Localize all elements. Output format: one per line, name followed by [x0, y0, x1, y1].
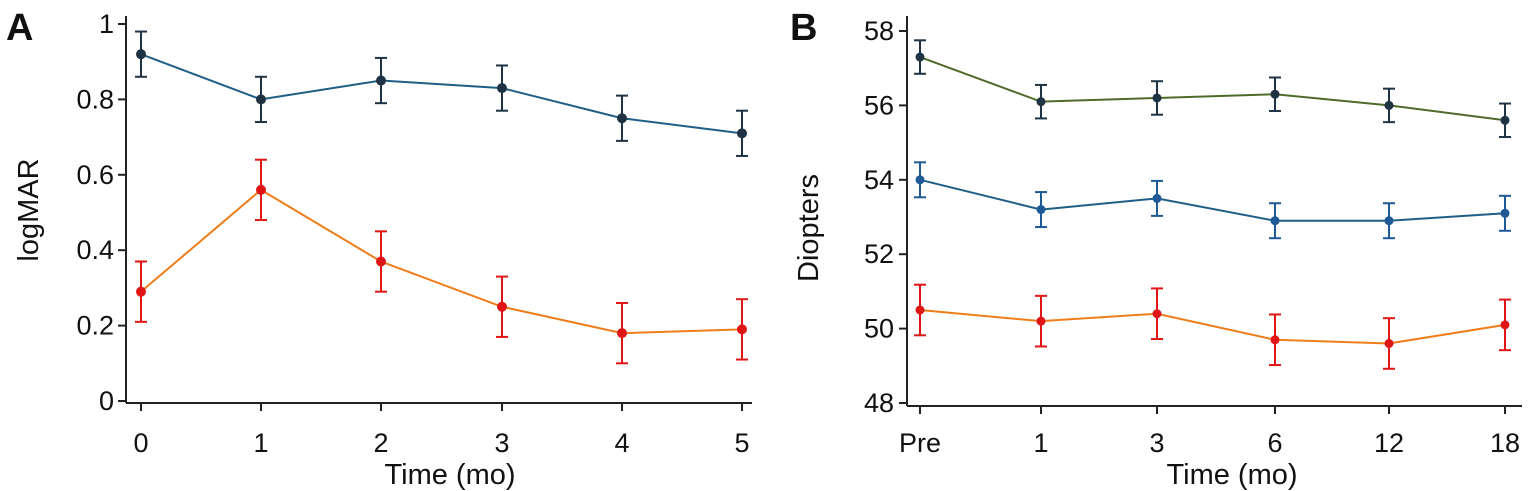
data-point: [1500, 208, 1510, 218]
y-tick-label: 48: [864, 388, 894, 418]
data-point: [915, 305, 925, 315]
data-point: [1152, 93, 1162, 103]
y-tick-label: 0.4: [76, 235, 114, 265]
data-point: [1152, 193, 1162, 203]
x-tick-label: 1: [253, 428, 268, 458]
x-tick-label: 3: [1149, 428, 1164, 458]
series-line: [140, 188, 743, 335]
data-point: [1384, 100, 1394, 110]
data-point: [1384, 216, 1394, 226]
y-tick-label: 0: [99, 386, 114, 416]
data-point: [617, 113, 627, 124]
series-line: [919, 56, 1506, 122]
panel-a-letter: A: [6, 7, 33, 49]
panel-b: B 48 50 52 54 56 58 Pre 1 3 6 12 18 Time (mo) Diop…: [790, 7, 1522, 491]
panel-a-y-axis-title: logMAR: [13, 158, 45, 261]
data-point: [1152, 309, 1162, 319]
x-tick-label: 3: [494, 428, 509, 458]
x-tick-label: Pre: [899, 428, 941, 458]
y-tick-label: 0.6: [76, 160, 114, 190]
panel-b-series: [914, 39, 1511, 370]
data-point: [1270, 89, 1280, 99]
series-2: [914, 161, 1511, 240]
data-point: [1270, 216, 1280, 226]
data-point: [256, 184, 266, 195]
series-2: [135, 158, 748, 365]
x-tick-label: 0: [133, 428, 148, 458]
panel-b-x-ticks: Pre 1 3 6 12 18: [899, 406, 1520, 458]
y-tick-label: 1: [99, 9, 114, 39]
y-tick-label: 58: [864, 16, 894, 46]
data-point: [1384, 338, 1394, 348]
data-point: [376, 75, 386, 86]
series-1: [135, 30, 748, 157]
series-line: [919, 178, 1506, 222]
data-point: [1036, 97, 1046, 107]
panel-b-x-axis-title: Time (mo): [1166, 459, 1297, 491]
panel-a-x-axis-title: Time (mo): [384, 459, 515, 491]
x-tick-label: 2: [373, 428, 388, 458]
y-tick-label: 0.8: [76, 84, 114, 114]
x-tick-label: 5: [734, 428, 749, 458]
data-point: [136, 286, 146, 297]
y-tick-label: 0.2: [76, 311, 114, 341]
data-point: [737, 128, 747, 139]
y-tick-label: 52: [864, 239, 894, 269]
series-1: [914, 39, 1511, 139]
y-tick-label: 56: [864, 90, 894, 120]
panel-a-y-ticks: 0 0.2 0.4 0.6 0.8 1: [76, 9, 126, 416]
data-point: [915, 52, 925, 62]
series-line: [140, 53, 743, 135]
y-tick-label: 54: [864, 165, 894, 195]
panel-b-letter: B: [790, 7, 817, 49]
data-point: [256, 94, 266, 105]
x-tick-label: 1: [1033, 428, 1048, 458]
data-point: [497, 301, 507, 312]
data-point: [1036, 316, 1046, 326]
data-point: [136, 49, 146, 60]
panel-b-y-axis-title: Diopters: [793, 174, 825, 282]
data-point: [1270, 335, 1280, 345]
series-line: [919, 309, 1506, 345]
data-point: [617, 328, 627, 339]
x-tick-label: 18: [1490, 428, 1520, 458]
panel-b-y-ticks: 48 50 52 54 56 58: [864, 16, 907, 418]
x-tick-label: 12: [1374, 428, 1404, 458]
series-3: [914, 283, 1511, 370]
panel-a-series: [135, 30, 748, 365]
panel-a-x-ticks: 0 1 2 3 4 5: [133, 403, 750, 458]
data-point: [1500, 320, 1510, 330]
data-point: [1036, 205, 1046, 215]
y-tick-label: 50: [864, 314, 894, 344]
x-tick-label: 4: [614, 428, 629, 458]
panel-a: A 0 0.2 0.4 0.6 0.8 1 0 1 2 3 4 5 Time (mo) logMAR: [6, 7, 752, 491]
data-point: [915, 175, 925, 185]
data-point: [376, 256, 386, 267]
data-point: [497, 83, 507, 94]
data-point: [737, 324, 747, 335]
x-tick-label: 6: [1267, 428, 1282, 458]
data-point: [1500, 115, 1510, 125]
